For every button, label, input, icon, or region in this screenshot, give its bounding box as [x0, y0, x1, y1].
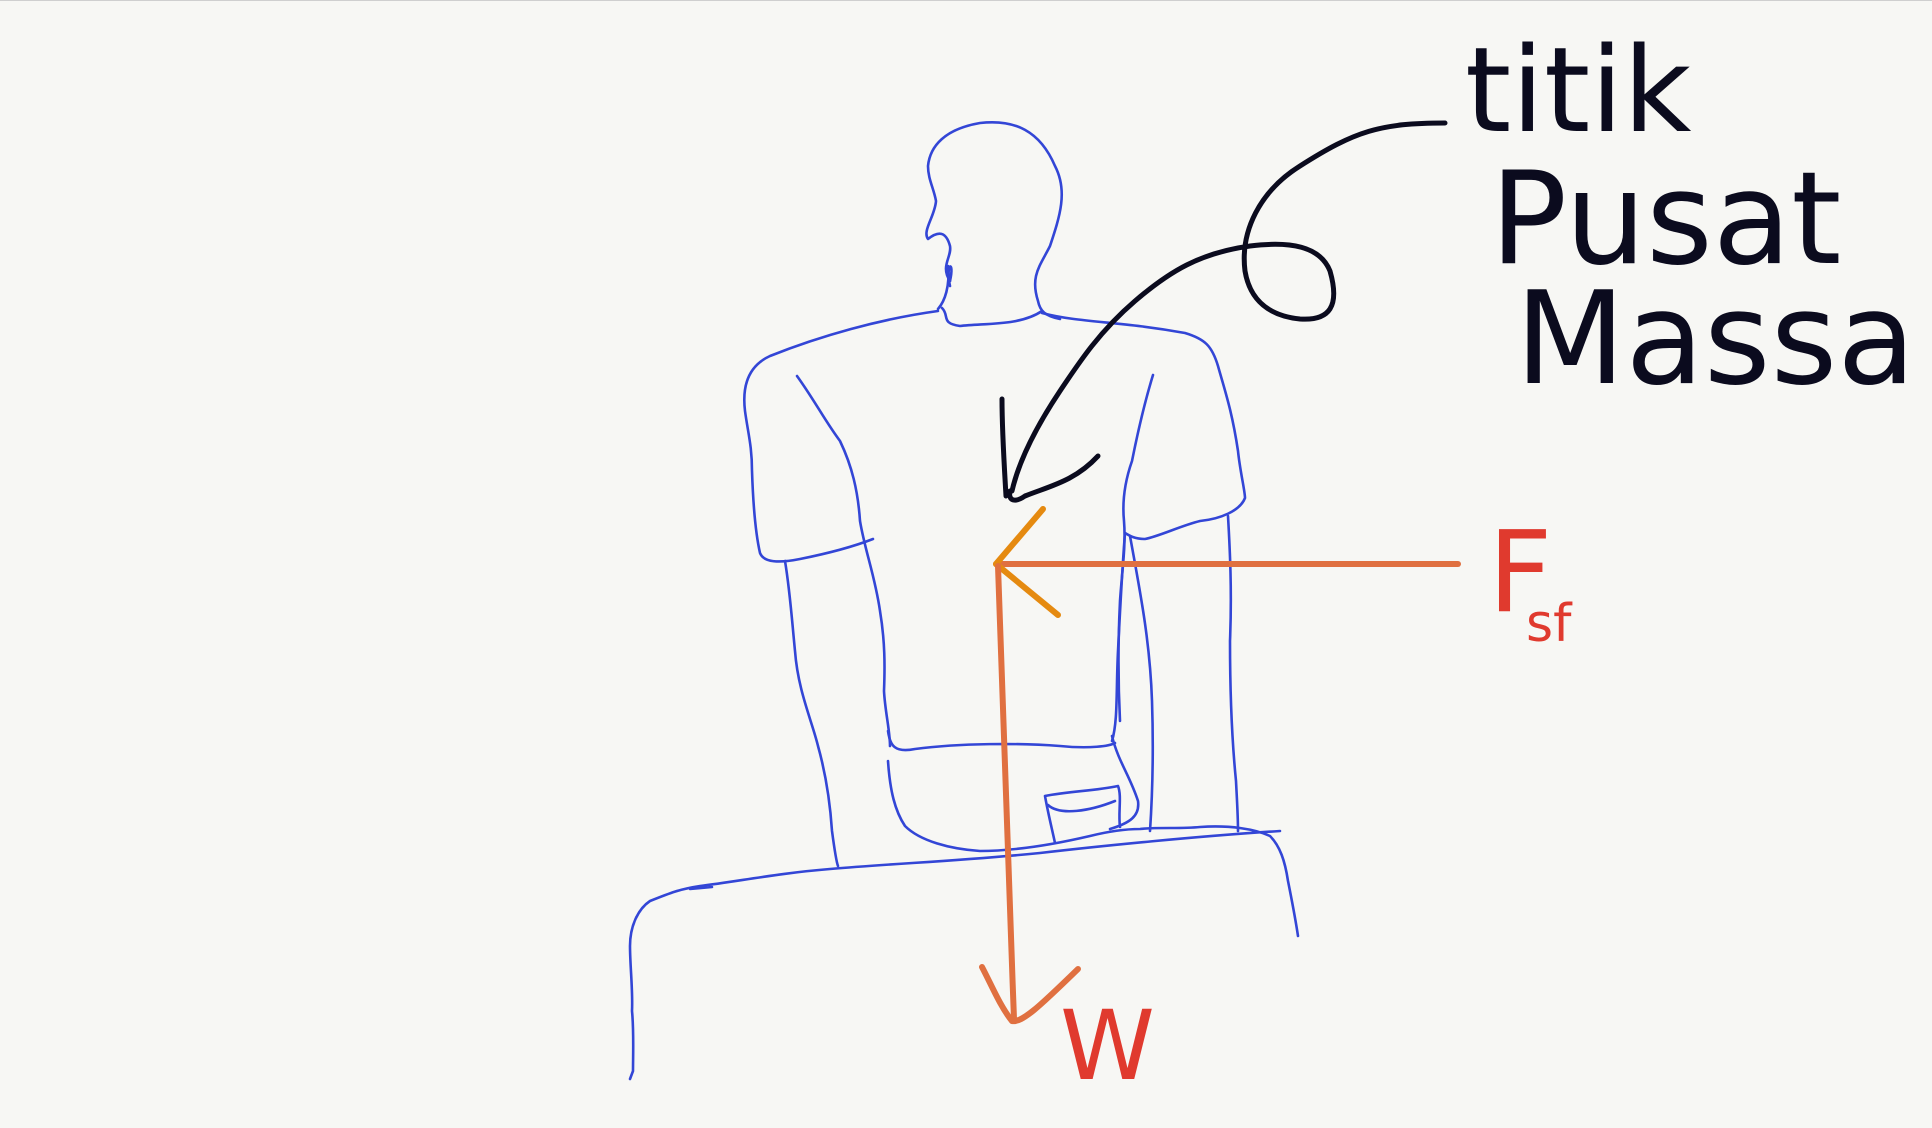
person-back-pocket — [1043, 784, 1122, 845]
weight-force-label: W — [1060, 990, 1155, 1102]
pointer-arrowhead — [1007, 453, 1101, 503]
person-head — [925, 121, 1064, 321]
friction-force-arrow — [993, 506, 1461, 618]
person-waistband — [886, 729, 1117, 752]
person-left-arm — [783, 559, 840, 868]
weight-force-arrow — [979, 563, 1081, 1025]
weight-arrowhead — [979, 964, 1081, 1025]
center-of-mass-marker — [999, 396, 1009, 499]
label-line-pusat: Pusat — [1490, 145, 1841, 294]
weight-symbol: W — [1060, 990, 1155, 1102]
chair-seat — [628, 829, 1282, 1081]
weight-arrow-shaft — [995, 563, 1017, 1022]
person-shirt — [743, 309, 940, 563]
friction-subscript: sf — [1526, 594, 1573, 654]
person-collar — [940, 306, 1044, 328]
center-of-mass-label: titik Pusat Massa — [1465, 21, 1916, 414]
label-line-massa: Massa — [1515, 265, 1916, 414]
person-hips — [886, 759, 1300, 938]
person-figure — [628, 121, 1300, 1081]
label-line-titik: titik — [1465, 21, 1691, 159]
friction-symbol: F — [1488, 508, 1552, 638]
pointer-curve — [1009, 120, 1448, 494]
center-of-mass-annotation — [999, 120, 1448, 503]
friction-force-label: F sf — [1488, 508, 1573, 654]
